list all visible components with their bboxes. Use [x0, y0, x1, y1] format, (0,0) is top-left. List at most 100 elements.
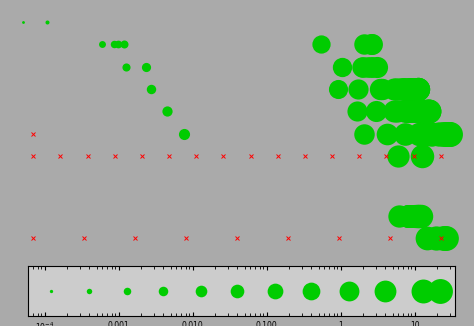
Point [358, 64, 365, 69]
Point [120, 42, 128, 47]
Point [124, 288, 131, 293]
Point [318, 42, 325, 47]
Point [234, 288, 241, 293]
Point [423, 236, 431, 241]
Point [412, 214, 420, 219]
Point [359, 64, 367, 69]
Point [110, 42, 118, 47]
Point [383, 131, 390, 136]
Point [437, 288, 444, 293]
Point [432, 236, 440, 241]
Point [413, 214, 421, 219]
Point [378, 86, 385, 92]
Point [407, 214, 414, 219]
Point [404, 214, 412, 219]
Point [401, 86, 409, 92]
Point [412, 109, 420, 114]
Point [408, 86, 415, 92]
Point [419, 109, 426, 114]
Point [163, 109, 171, 114]
Point [338, 64, 346, 69]
Point [406, 86, 414, 92]
Point [423, 109, 430, 114]
Point [446, 131, 453, 136]
Point [406, 214, 413, 219]
Point [424, 131, 431, 136]
Point [428, 131, 435, 136]
Point [414, 86, 421, 92]
Point [407, 109, 415, 114]
Point [422, 131, 430, 136]
Point [417, 131, 425, 136]
Point [425, 109, 433, 114]
Point [364, 64, 371, 69]
Point [414, 86, 421, 92]
Point [414, 214, 422, 219]
Point [414, 86, 421, 92]
Point [443, 131, 451, 136]
Point [440, 131, 448, 136]
Point [99, 42, 106, 47]
Point [403, 109, 410, 114]
Point [417, 214, 425, 219]
Point [394, 153, 401, 158]
Point [47, 288, 55, 293]
Point [424, 109, 432, 114]
Point [86, 288, 93, 293]
Point [372, 109, 380, 114]
Point [147, 86, 155, 92]
Point [446, 131, 453, 136]
Point [346, 288, 353, 293]
Point [308, 288, 315, 293]
Point [368, 64, 375, 69]
Point [393, 109, 401, 114]
Point [418, 153, 426, 158]
Point [406, 86, 414, 92]
Point [272, 288, 279, 293]
Point [415, 131, 423, 136]
Point [419, 288, 427, 293]
Point [392, 86, 400, 92]
Point [425, 109, 433, 114]
Point [160, 288, 167, 293]
Point [382, 288, 389, 293]
Point [401, 131, 409, 136]
Point [404, 214, 412, 219]
Point [444, 131, 452, 136]
Point [410, 86, 417, 92]
Point [122, 64, 129, 69]
Point [435, 131, 443, 136]
Point [440, 236, 447, 241]
Point [19, 20, 27, 25]
Point [114, 42, 122, 47]
Point [354, 86, 362, 92]
Point [368, 42, 375, 47]
Point [440, 131, 448, 136]
Point [401, 109, 409, 114]
Point [354, 109, 361, 114]
Point [396, 214, 403, 219]
Point [405, 214, 413, 219]
Point [198, 288, 205, 293]
Point [367, 42, 374, 47]
Point [407, 109, 414, 114]
Point [390, 109, 398, 114]
Point [404, 109, 411, 114]
Point [360, 131, 368, 136]
Point [441, 236, 449, 241]
Point [410, 214, 417, 219]
Point [415, 214, 423, 219]
Point [408, 214, 416, 219]
Point [442, 236, 450, 241]
Point [360, 42, 367, 47]
Point [43, 20, 51, 25]
Point [376, 86, 384, 92]
Point [399, 86, 407, 92]
Point [142, 64, 150, 69]
Point [411, 214, 419, 219]
Point [391, 86, 398, 92]
Point [419, 109, 427, 114]
Point [413, 109, 420, 114]
Point [396, 86, 404, 92]
Point [428, 131, 436, 136]
